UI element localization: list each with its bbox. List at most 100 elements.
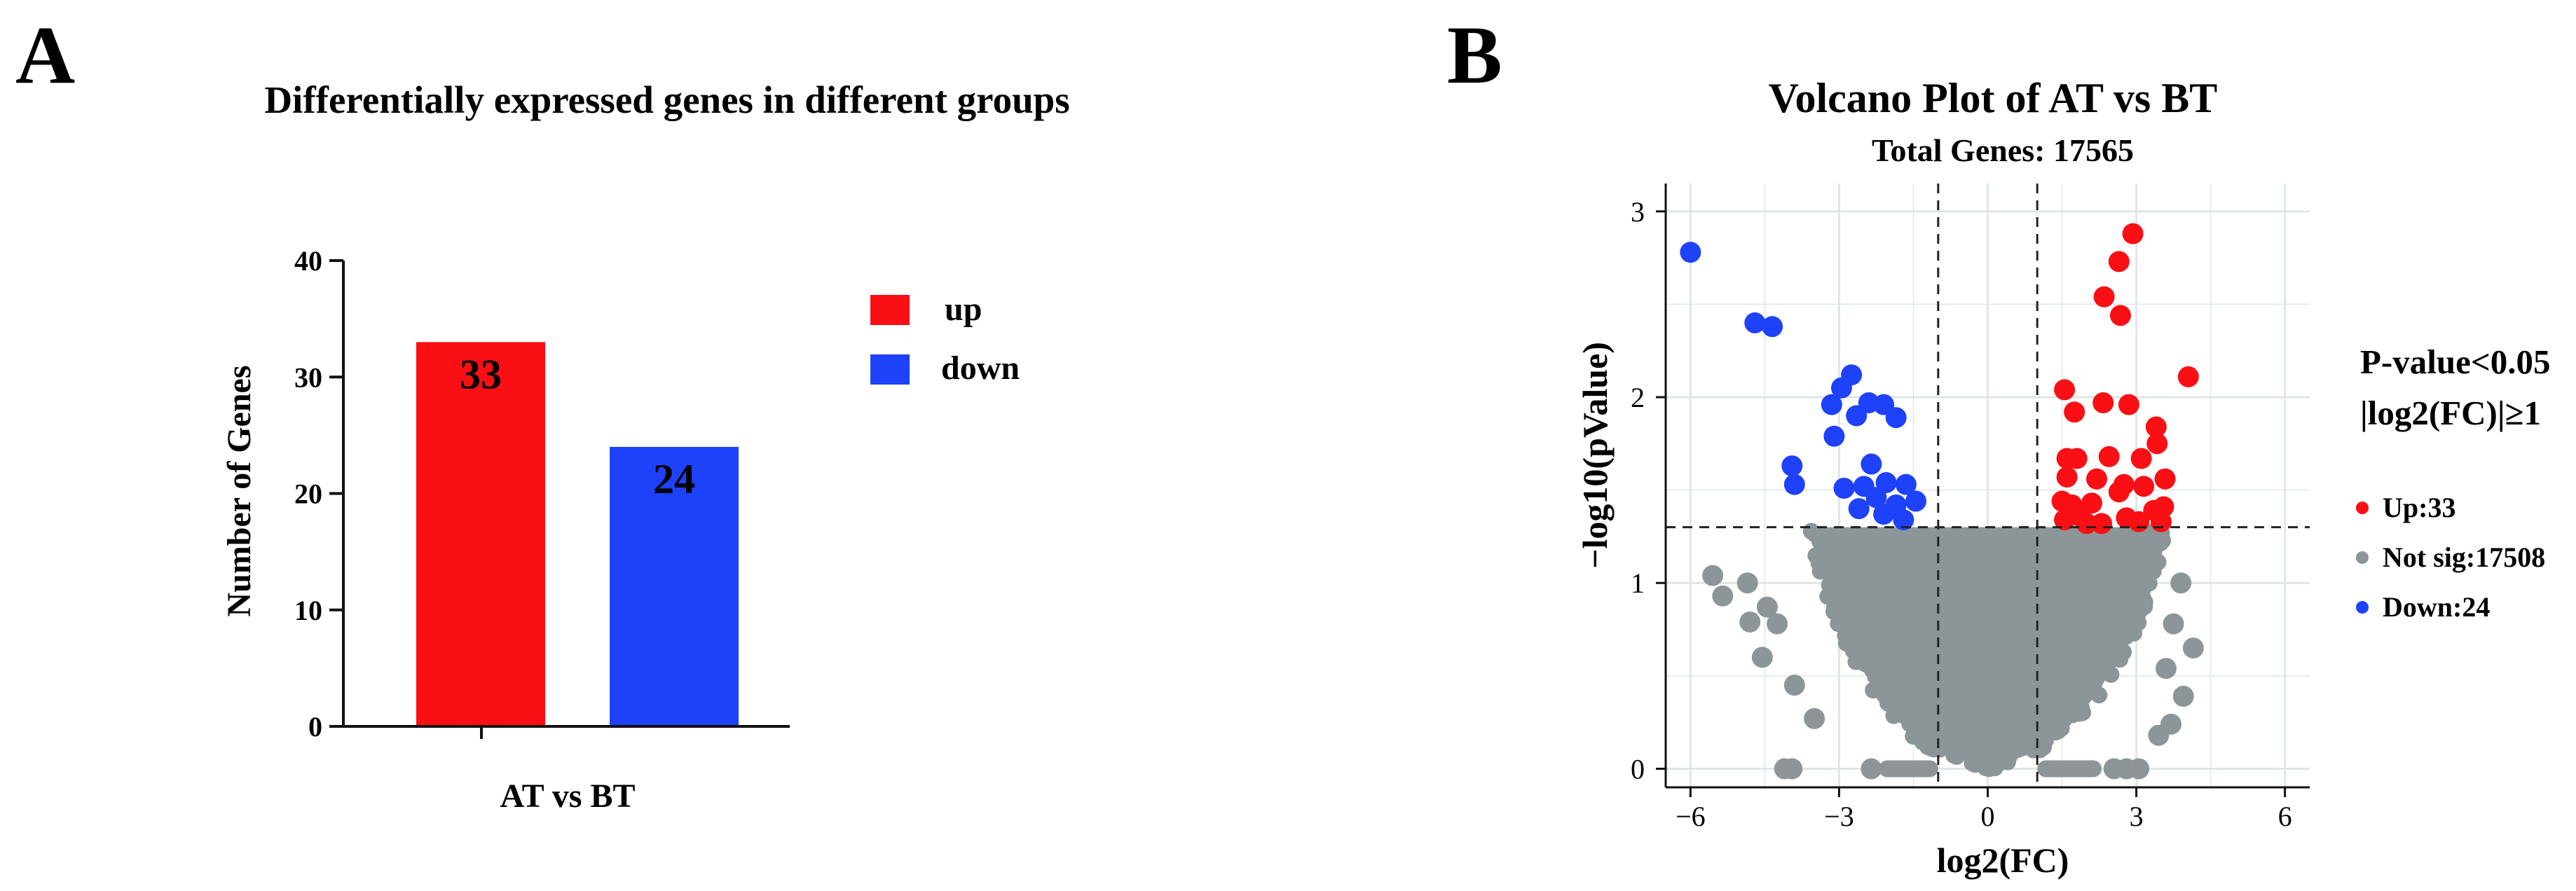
bar-chart: Differentially expressed genes in differ…: [221, 78, 1070, 815]
volcano-y-tick-label: 2: [1631, 382, 1645, 413]
down-point: [1873, 504, 1895, 525]
bar-series: 33 24: [416, 342, 739, 726]
legend-swatch-up: [870, 295, 910, 325]
bar-x-axis-label: AT vs BT: [500, 778, 636, 815]
criteria-foldchange: |log2(FC)|≥1: [2360, 394, 2541, 432]
volcano-y-tick-label: 3: [1631, 196, 1645, 228]
notsig-point: [1841, 620, 1858, 637]
bar-y-tick-label: 10: [294, 595, 322, 626]
notsig-point: [1879, 693, 1897, 710]
notsig-point: [2182, 637, 2204, 659]
up-point: [2081, 492, 2102, 514]
notsig-point: [1739, 611, 1761, 633]
volcano-y-tick-label: 1: [1631, 567, 1645, 599]
down-point: [1905, 490, 1926, 512]
notsig-point: [2113, 626, 2130, 644]
legend-dot-notsig: [2356, 551, 2369, 564]
notsig-point: [1774, 758, 1795, 780]
bar-up: [416, 342, 545, 726]
volcano-x-tick-label: −6: [1676, 801, 1706, 832]
notsig-point: [2102, 665, 2120, 683]
legend-dot-down: [2356, 601, 2369, 614]
up-point: [2133, 476, 2155, 497]
down-point: [1873, 394, 1895, 415]
volcano-notsig-cloud: [1702, 523, 2204, 780]
volcano-x-tick-label: −3: [1824, 801, 1854, 832]
notsig-point: [2125, 624, 2143, 642]
legend-label-up: up: [945, 291, 982, 328]
up-point: [2066, 448, 2088, 469]
notsig-point: [2090, 686, 2108, 704]
notsig-point: [2149, 553, 2167, 571]
legend-swatch-down: [870, 354, 910, 385]
up-point: [2092, 392, 2114, 413]
notsig-point: [1811, 548, 1829, 566]
notsig-point: [2111, 651, 2129, 668]
notsig-point: [1783, 675, 1805, 696]
notsig-point: [2128, 758, 2150, 780]
up-point: [2122, 223, 2144, 244]
down-point: [1781, 455, 1803, 477]
volcano-x-tick-label: 3: [2130, 801, 2144, 832]
down-point: [1821, 394, 1842, 415]
down-point: [1680, 242, 1701, 263]
down-point: [1823, 425, 1845, 447]
bar-y-tick-label: 0: [308, 711, 322, 742]
up-point: [2154, 468, 2176, 490]
notsig-point: [2148, 724, 2170, 746]
notsig-point: [2120, 600, 2137, 618]
notsig-point: [2163, 613, 2184, 635]
notsig-point: [2035, 738, 2053, 756]
notsig-point: [2053, 719, 2070, 737]
legend-dot-up: [2356, 502, 2369, 514]
down-point: [1861, 453, 1882, 475]
notsig-baseline-band: [1878, 760, 1938, 778]
up-point: [2177, 366, 2199, 387]
down-point: [1865, 487, 1887, 509]
up-point: [2118, 394, 2139, 415]
notsig-point: [1861, 758, 1882, 780]
notsig-point: [1712, 585, 1734, 607]
up-point: [2108, 481, 2130, 503]
up-point: [2145, 416, 2167, 438]
notsig-point: [2097, 651, 2115, 668]
notsig-point: [2139, 530, 2156, 548]
volcano-x-axis-label: log2(FC): [1937, 841, 2069, 880]
volcano-x-tick-label: 6: [2278, 801, 2292, 832]
down-point: [1830, 377, 1852, 399]
bar-y-axis-ticks: 0 10 20 30 40: [294, 245, 343, 742]
down-point: [1875, 472, 1897, 494]
volcano-y-tick-label: 0: [1631, 753, 1645, 785]
bar-chart-title: Differentially expressed genes in differ…: [264, 78, 1069, 121]
up-point: [2146, 433, 2168, 455]
up-point: [2086, 468, 2108, 490]
volcano-subtitle: Total Genes: 17565: [1872, 132, 2134, 168]
up-point: [2054, 379, 2076, 401]
bar-value-label-up: 33: [460, 351, 502, 397]
bar-y-axis-label: Number of Genes: [221, 365, 258, 616]
panel-label-b: B: [1447, 9, 1502, 101]
notsig-point: [2152, 534, 2170, 552]
notsig-point: [2140, 574, 2158, 592]
volcano-title: Volcano Plot of AT vs BT: [1769, 75, 2218, 121]
bar-value-label-down: 24: [653, 456, 695, 502]
notsig-point: [1896, 701, 1913, 719]
down-point: [1833, 477, 1855, 499]
notsig-point: [1702, 565, 1724, 586]
down-point: [1848, 498, 1870, 520]
up-point: [2064, 401, 2085, 423]
volcano-axes: −6 −3 0 3 6 0 1 2 3: [1631, 184, 2310, 832]
criteria-pvalue: P-value<0.05: [2360, 343, 2551, 381]
notsig-point: [2170, 572, 2192, 594]
bar-y-tick-label: 20: [294, 478, 322, 510]
legend-label-down: down: [941, 350, 1020, 387]
up-point: [2093, 286, 2115, 308]
bar-y-tick-label: 40: [294, 245, 322, 277]
notsig-point: [1835, 600, 1853, 618]
down-point: [1846, 405, 1868, 427]
notsig-point: [2064, 706, 2081, 724]
up-point: [2056, 467, 2078, 488]
notsig-point: [1736, 572, 1758, 594]
bar-down: [610, 447, 739, 726]
volcano-x-tick-label: 0: [1981, 801, 1995, 832]
